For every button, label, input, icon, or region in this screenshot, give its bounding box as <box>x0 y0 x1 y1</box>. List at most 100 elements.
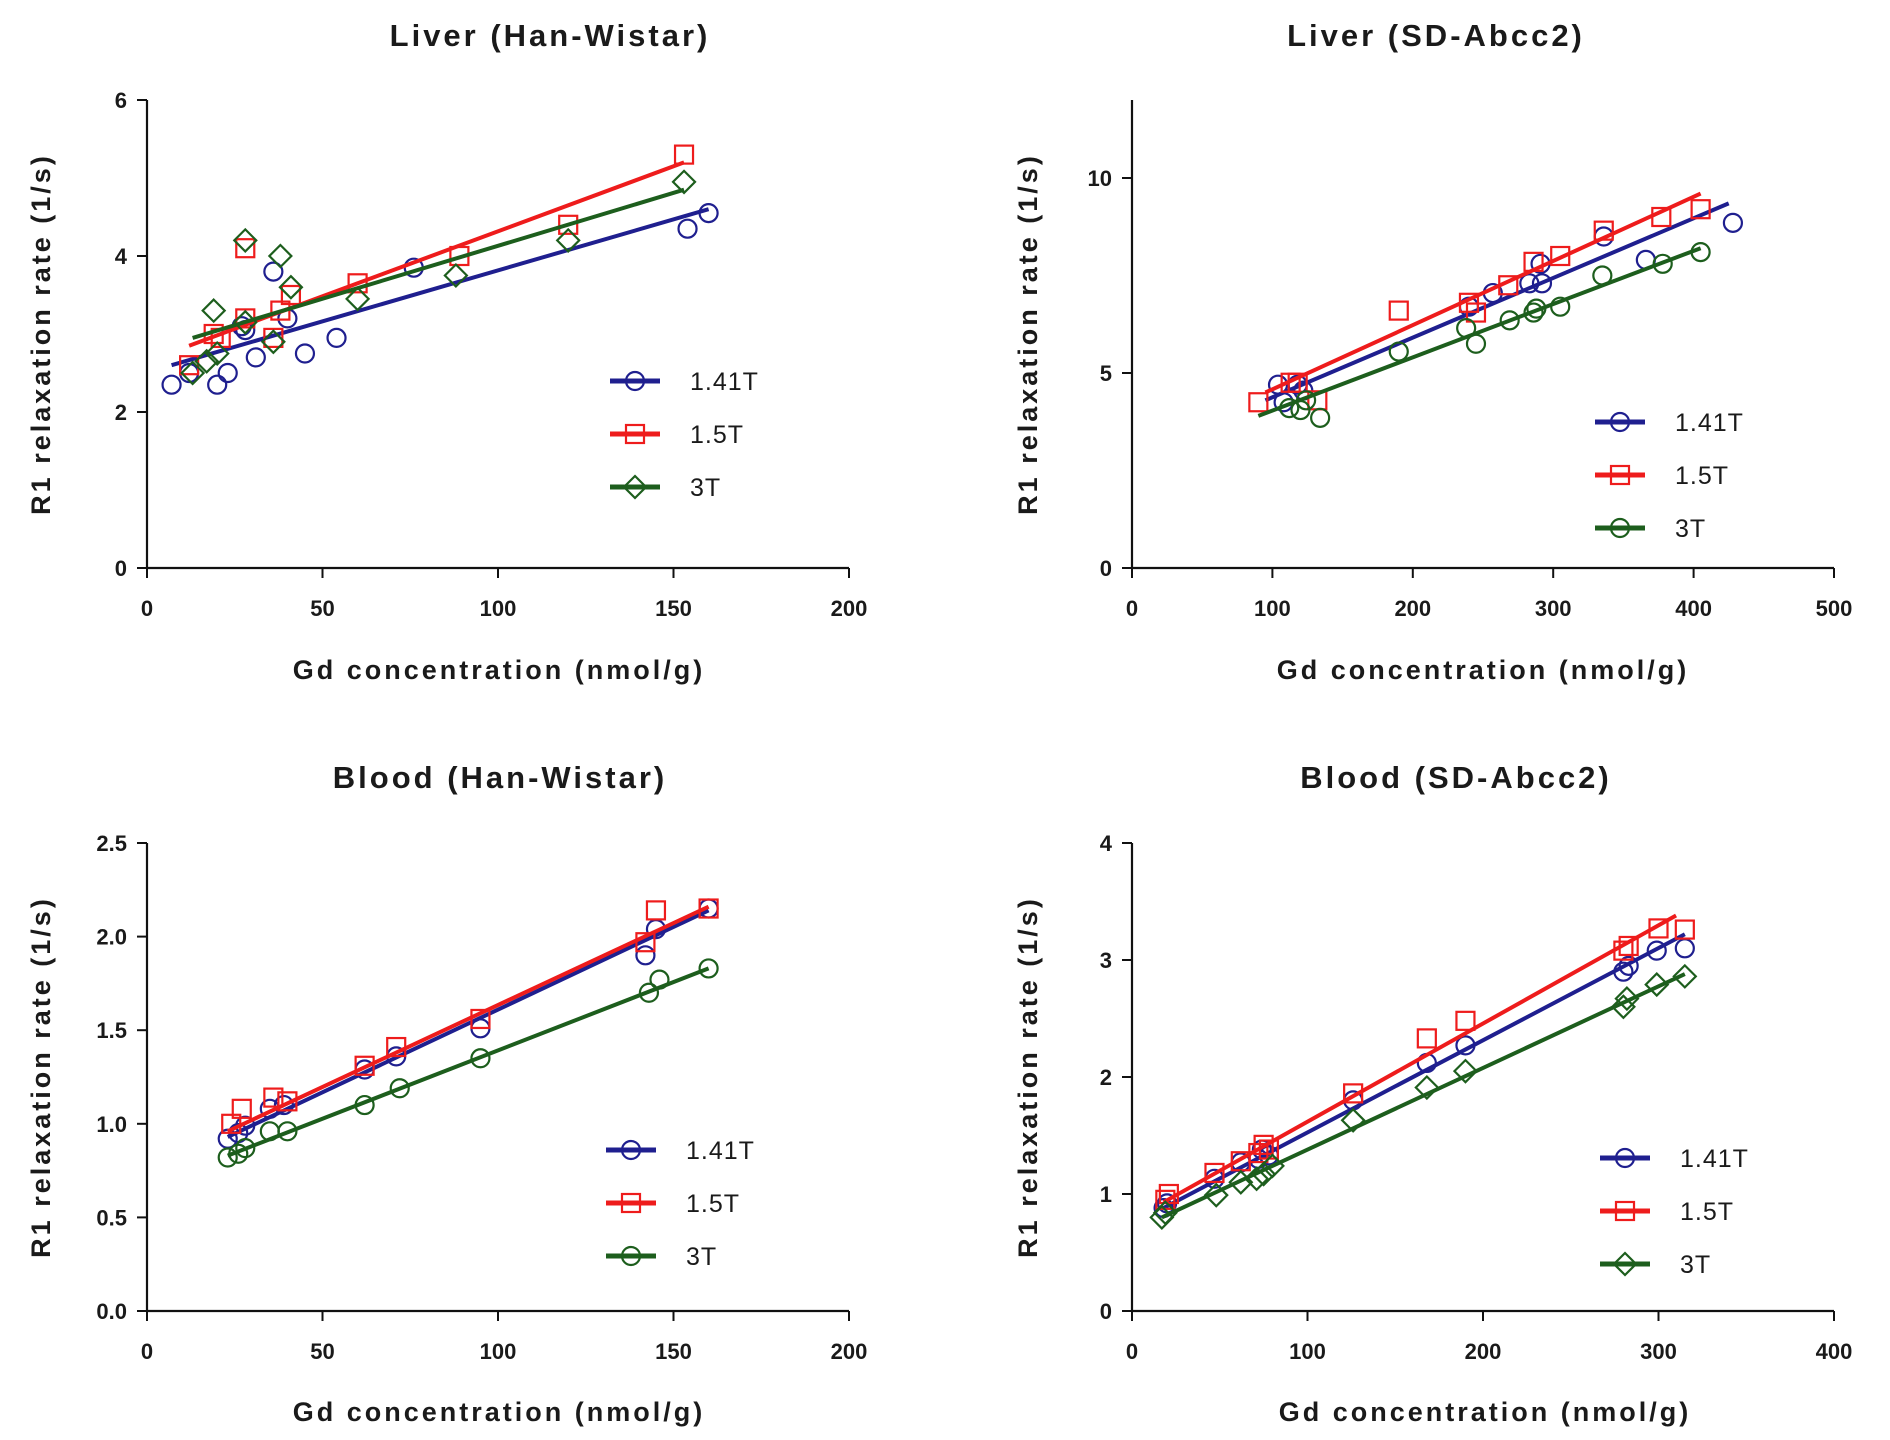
x-tick-label: 0 <box>1126 1339 1138 1364</box>
data-point <box>161 374 182 395</box>
data-point <box>1456 318 1477 339</box>
fit-line <box>171 207 710 368</box>
y-tick-label: 10 <box>1088 166 1112 191</box>
data-point <box>1531 273 1553 294</box>
data-point <box>1613 940 1634 961</box>
legend-label: 3T <box>1680 1251 1711 1279</box>
legend-label: 1.41T <box>1680 1145 1749 1173</box>
data-point <box>1465 333 1487 354</box>
legend-marker <box>1609 411 1631 433</box>
fit-line <box>226 904 710 1134</box>
y-tick-label: 2.0 <box>96 925 127 950</box>
data-point <box>1253 1134 1274 1155</box>
data-point <box>555 227 581 253</box>
data-point <box>1690 199 1711 220</box>
x-axis-label: Gd concentration (nmol/g) <box>293 1397 706 1427</box>
data-point <box>1248 392 1269 413</box>
data-point <box>278 274 304 300</box>
data-point <box>673 144 695 165</box>
y-tick-label: 0 <box>1100 1299 1112 1324</box>
legend-marker <box>1614 1200 1636 1222</box>
legend-marker <box>620 1139 642 1161</box>
x-tick-label: 300 <box>1640 1339 1677 1364</box>
x-tick-label: 0 <box>141 1339 153 1364</box>
data-point <box>1519 273 1540 294</box>
legend-marker <box>1612 1251 1638 1277</box>
data-point <box>354 1094 375 1116</box>
x-tick-label: 150 <box>655 1339 692 1364</box>
x-tick-label: 0 <box>1126 596 1138 621</box>
fit-line <box>192 187 685 340</box>
series-1.5T <box>1155 913 1695 1210</box>
legend-marker <box>1609 464 1631 486</box>
y-tick-label: 4 <box>115 244 128 269</box>
x-tick-label: 200 <box>1394 596 1431 621</box>
data-point <box>1310 407 1331 428</box>
x-tick-label: 50 <box>310 1339 334 1364</box>
x-axis-label: Gd concentration (nmol/g) <box>1277 655 1690 685</box>
legend-label: 1.5T <box>690 421 744 449</box>
x-tick-label: 150 <box>655 596 692 621</box>
legend: 1.41T 1.5T 3T <box>610 368 758 502</box>
y-axis-label: R1 relaxation rate (1/s) <box>26 896 56 1258</box>
x-tick-label: 200 <box>831 1339 868 1364</box>
data-point <box>326 327 347 348</box>
data-point <box>645 900 667 921</box>
data-point <box>235 1138 256 1159</box>
y-tick-label: 0.0 <box>96 1299 127 1324</box>
series-3T <box>217 958 719 1168</box>
legend: 1.41T 1.5T 3T <box>606 1137 754 1271</box>
data-point <box>1287 372 1308 393</box>
data-point <box>698 203 719 224</box>
data-point <box>1550 245 1571 267</box>
data-point <box>1343 1083 1364 1104</box>
data-point <box>1465 302 1487 323</box>
x-tick-label: 500 <box>1816 596 1853 621</box>
data-point <box>277 1091 298 1112</box>
data-point <box>232 309 258 335</box>
data-point <box>235 238 256 259</box>
data-point <box>280 284 302 306</box>
data-point <box>386 1036 407 1058</box>
fit-line <box>1264 191 1702 395</box>
legend-marker <box>624 370 646 392</box>
fit-line <box>1257 246 1702 418</box>
data-point <box>204 340 230 367</box>
data-point <box>698 958 719 979</box>
data-point <box>1610 994 1636 1020</box>
series-1.5T <box>221 898 719 1134</box>
data-point <box>345 286 371 312</box>
x-axis-label: Gd concentration (nmol/g) <box>293 655 706 685</box>
y-axis-label: R1 relaxation rate (1/s) <box>26 153 56 515</box>
y-tick-label: 2 <box>115 400 127 425</box>
data-point <box>1523 251 1544 272</box>
legend-label: 1.5T <box>1680 1198 1734 1226</box>
series-3T <box>1257 242 1711 428</box>
data-point <box>1651 206 1672 228</box>
data-point <box>558 214 579 235</box>
data-point <box>671 169 697 195</box>
legend-label: 3T <box>686 1243 717 1271</box>
legend-label: 1.5T <box>1675 462 1729 490</box>
data-point <box>1414 1074 1440 1101</box>
data-point <box>698 898 719 919</box>
data-point <box>1455 1010 1476 1031</box>
x-tick-label: 100 <box>1254 596 1291 621</box>
y-tick-label: 1.5 <box>96 1018 127 1043</box>
y-tick-label: 5 <box>1100 361 1112 386</box>
data-point <box>1593 220 1614 241</box>
data-point <box>263 327 284 348</box>
data-point <box>1498 275 1519 296</box>
data-point <box>470 1048 491 1069</box>
data-point <box>228 1143 249 1164</box>
data-point <box>1672 963 1698 989</box>
data-point <box>267 243 293 269</box>
data-point <box>277 1121 298 1142</box>
data-point <box>1674 938 1695 959</box>
data-point <box>245 347 266 368</box>
data-point <box>1203 1182 1229 1208</box>
data-point <box>635 945 656 966</box>
legend-label: 1.5T <box>686 1190 740 1218</box>
data-point <box>1526 298 1547 319</box>
